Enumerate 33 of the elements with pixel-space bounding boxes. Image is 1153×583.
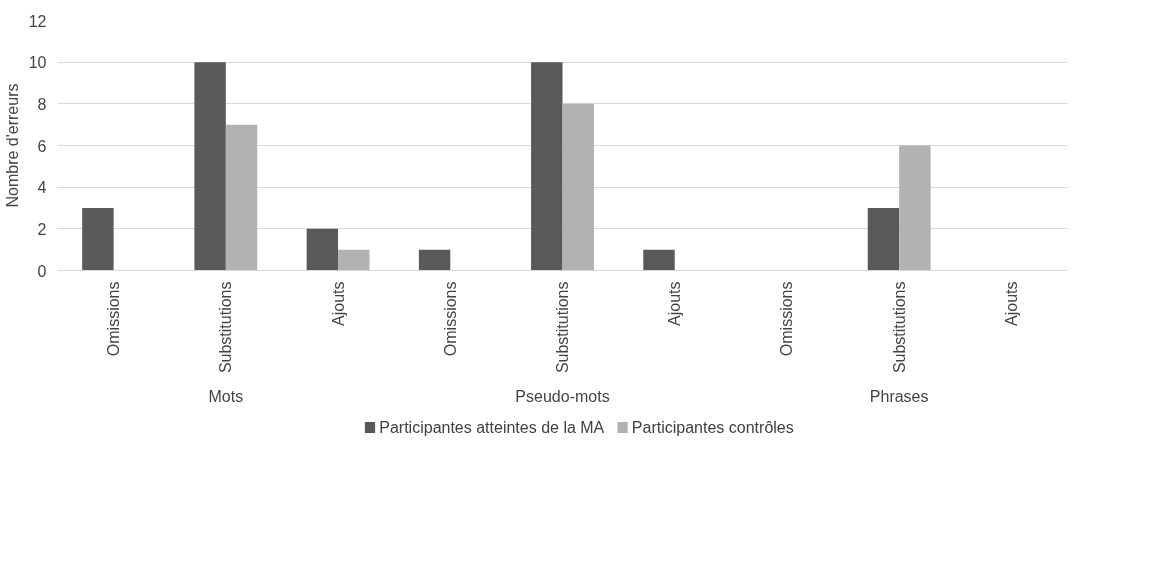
x-tick-label: Ajouts xyxy=(1002,281,1020,326)
legend-label: Participantes contrôles xyxy=(631,419,794,436)
bar xyxy=(562,103,594,271)
y-tick-label: 10 xyxy=(28,54,47,72)
bar xyxy=(82,208,114,271)
text: Phrases xyxy=(869,387,929,405)
y-tick-label: 2 xyxy=(37,220,47,238)
x-tick-label: Omissions xyxy=(441,281,459,357)
text: Pseudo-mots xyxy=(515,387,610,405)
y-tick-label: 6 xyxy=(37,137,47,155)
bar xyxy=(306,228,339,271)
text: Mots xyxy=(208,387,244,405)
bar xyxy=(194,62,226,271)
x-tick-label: Substitutions xyxy=(890,281,908,374)
y-tick-label: 0 xyxy=(37,262,47,280)
bar xyxy=(643,249,675,271)
bar xyxy=(867,208,900,271)
bar xyxy=(899,145,931,271)
x-tick-label: Ajouts xyxy=(666,281,684,326)
y-axis-title: Nombre d'erreurs xyxy=(3,83,21,208)
bar xyxy=(531,62,563,271)
y-tick-label: 4 xyxy=(37,179,47,197)
x-tick-label: Substitutions xyxy=(554,281,571,374)
y-tick-label: 8 xyxy=(37,95,47,113)
x-tick-label: Ajouts xyxy=(329,281,347,326)
legend-label: Participantes atteintes de la MA xyxy=(379,419,605,436)
x-tick-label: Omissions xyxy=(105,281,123,357)
y-tick-label: 12 xyxy=(28,12,47,30)
bar xyxy=(418,249,451,271)
x-tick-label: Substitutions xyxy=(217,281,235,374)
bar xyxy=(338,249,370,271)
bar xyxy=(225,124,258,271)
x-tick-label: Omissions xyxy=(778,281,796,357)
